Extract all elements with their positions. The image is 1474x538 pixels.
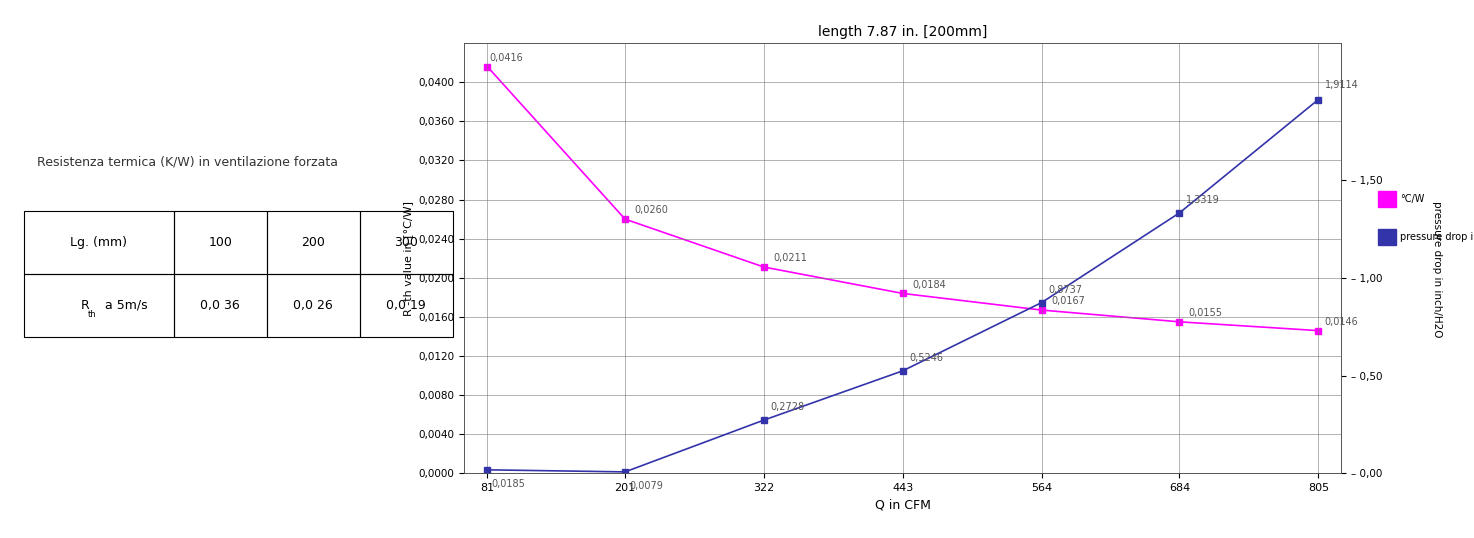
Text: pressure drop in inch/H2O: pressure drop in inch/H2O — [1433, 201, 1442, 337]
Text: R: R — [81, 299, 90, 312]
Text: 0,0211: 0,0211 — [772, 253, 806, 263]
Text: Lg. (mm): Lg. (mm) — [71, 236, 127, 249]
Text: th: th — [88, 309, 96, 318]
Text: Resistenza termica (K/W) in ventilazione forzata: Resistenza termica (K/W) in ventilazione… — [37, 156, 338, 169]
Text: 0,0416: 0,0416 — [489, 53, 523, 62]
Text: a 5m/s: a 5m/s — [100, 299, 147, 312]
Text: 0,0185: 0,0185 — [492, 479, 526, 490]
Text: 1,9114: 1,9114 — [1325, 80, 1359, 90]
Text: 0,8737: 0,8737 — [1048, 285, 1082, 295]
Text: 0,0146: 0,0146 — [1324, 317, 1358, 327]
Text: 0,0184: 0,0184 — [912, 280, 946, 289]
Text: 0,2728: 0,2728 — [771, 402, 805, 412]
Text: 0,0 19: 0,0 19 — [386, 299, 426, 312]
Text: 200: 200 — [301, 236, 326, 249]
Text: 1,3319: 1,3319 — [1187, 195, 1220, 205]
Title: length 7.87 in. [200mm]: length 7.87 in. [200mm] — [818, 25, 988, 39]
Text: 0,0167: 0,0167 — [1051, 296, 1085, 306]
Text: °C/W: °C/W — [1400, 194, 1425, 204]
Text: 0,0 36: 0,0 36 — [200, 299, 240, 312]
Text: 0,5246: 0,5246 — [909, 353, 943, 363]
Text: 0,0079: 0,0079 — [629, 482, 663, 491]
X-axis label: Q in CFM: Q in CFM — [876, 499, 930, 512]
Text: 0,0260: 0,0260 — [634, 205, 668, 215]
Text: 300: 300 — [394, 236, 419, 249]
Text: 0,0 26: 0,0 26 — [293, 299, 333, 312]
Text: 0,0155: 0,0155 — [1188, 308, 1222, 318]
Text: 100: 100 — [208, 236, 233, 249]
Y-axis label: R -th value in [°C/W]: R -th value in [°C/W] — [402, 201, 413, 316]
Text: pressure drop in./H2O: pressure drop in./H2O — [1400, 232, 1474, 242]
